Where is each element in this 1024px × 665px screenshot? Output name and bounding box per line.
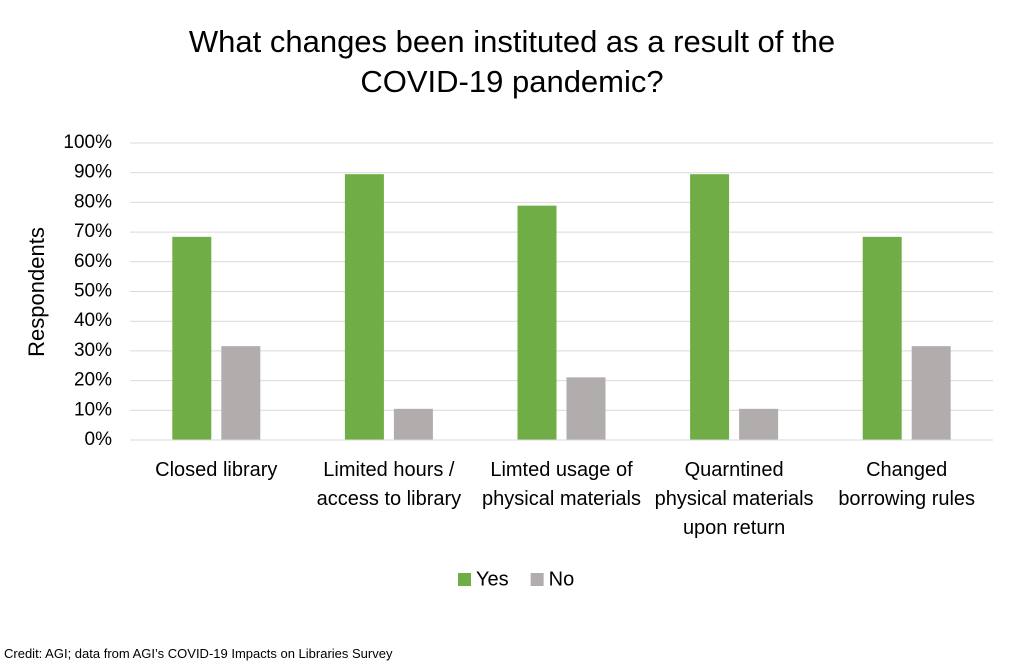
y-tick-label: 10% — [74, 399, 112, 420]
y-tick-label: 70% — [74, 221, 112, 242]
bar — [566, 377, 606, 440]
x-tick-label: Limited hours / access to library — [316, 459, 462, 510]
legend-label: No — [549, 568, 575, 590]
x-tick-label: Limted usage of physical materials — [482, 459, 641, 510]
x-tick-label: Closed library — [155, 459, 278, 481]
y-axis-label: Respondents — [24, 227, 49, 357]
y-tick-label: 100% — [63, 132, 112, 153]
bar — [739, 408, 779, 440]
bar — [344, 174, 384, 440]
bar — [517, 205, 557, 440]
y-tick-label: 90% — [74, 162, 112, 183]
bar — [393, 408, 433, 440]
bar — [172, 236, 212, 440]
y-tick-label: 40% — [74, 310, 112, 331]
credit: Credit: AGI; data from AGI’s COVID-19 Im… — [4, 646, 393, 661]
bar — [911, 346, 951, 440]
y-tick-label: 30% — [74, 340, 112, 361]
y-tick-label: 50% — [74, 281, 112, 302]
y-tick-label: 20% — [74, 370, 112, 391]
bar — [221, 346, 261, 440]
y-tick-label: 80% — [74, 191, 112, 212]
legend-swatch — [458, 573, 471, 586]
y-tick-label: 60% — [74, 251, 112, 272]
bar — [862, 236, 902, 440]
chart-title: What changes been instituted as a result… — [188, 24, 836, 99]
x-tick-label: Changed borrowing rules — [838, 459, 976, 510]
x-tick-label: Quarntined physical materials upon retur… — [654, 459, 814, 539]
y-tick-label: 0% — [85, 429, 113, 450]
legend-swatch — [530, 573, 544, 586]
bar — [690, 174, 730, 440]
legend-label: Yes — [476, 568, 509, 590]
